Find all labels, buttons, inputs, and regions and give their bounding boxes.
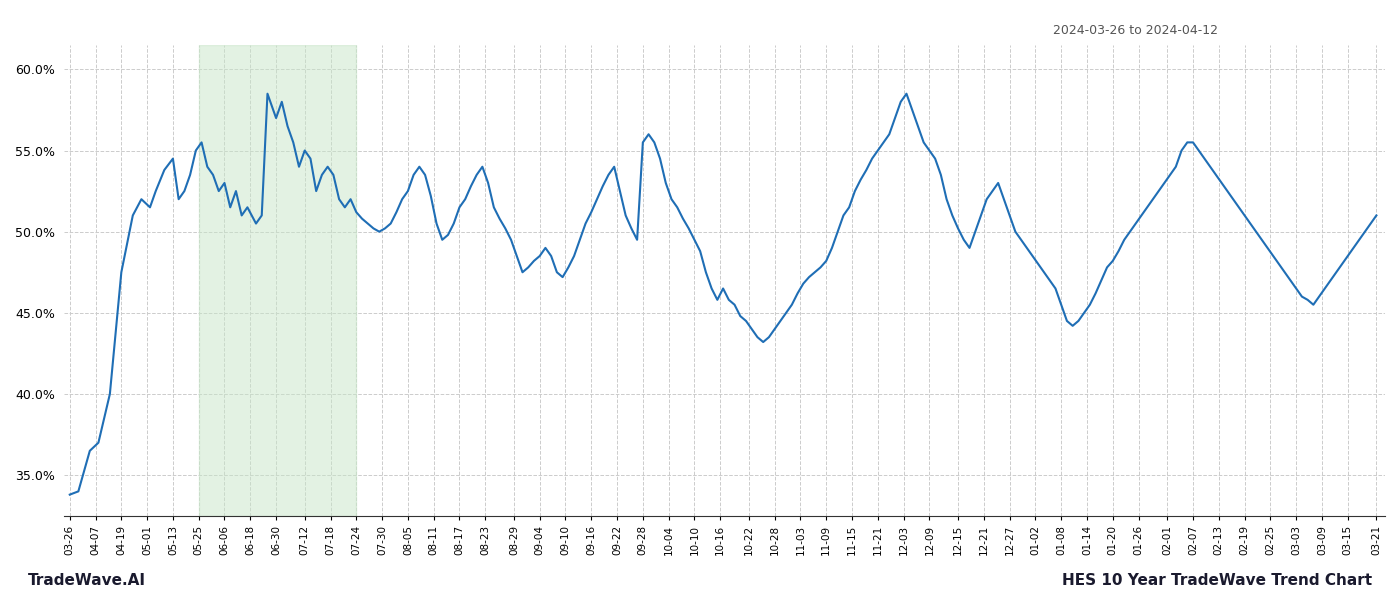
Text: 2024-03-26 to 2024-04-12: 2024-03-26 to 2024-04-12	[1053, 24, 1218, 37]
Text: TradeWave.AI: TradeWave.AI	[28, 573, 146, 588]
Bar	[199, 45, 357, 516]
Text: HES 10 Year TradeWave Trend Chart: HES 10 Year TradeWave Trend Chart	[1061, 573, 1372, 588]
